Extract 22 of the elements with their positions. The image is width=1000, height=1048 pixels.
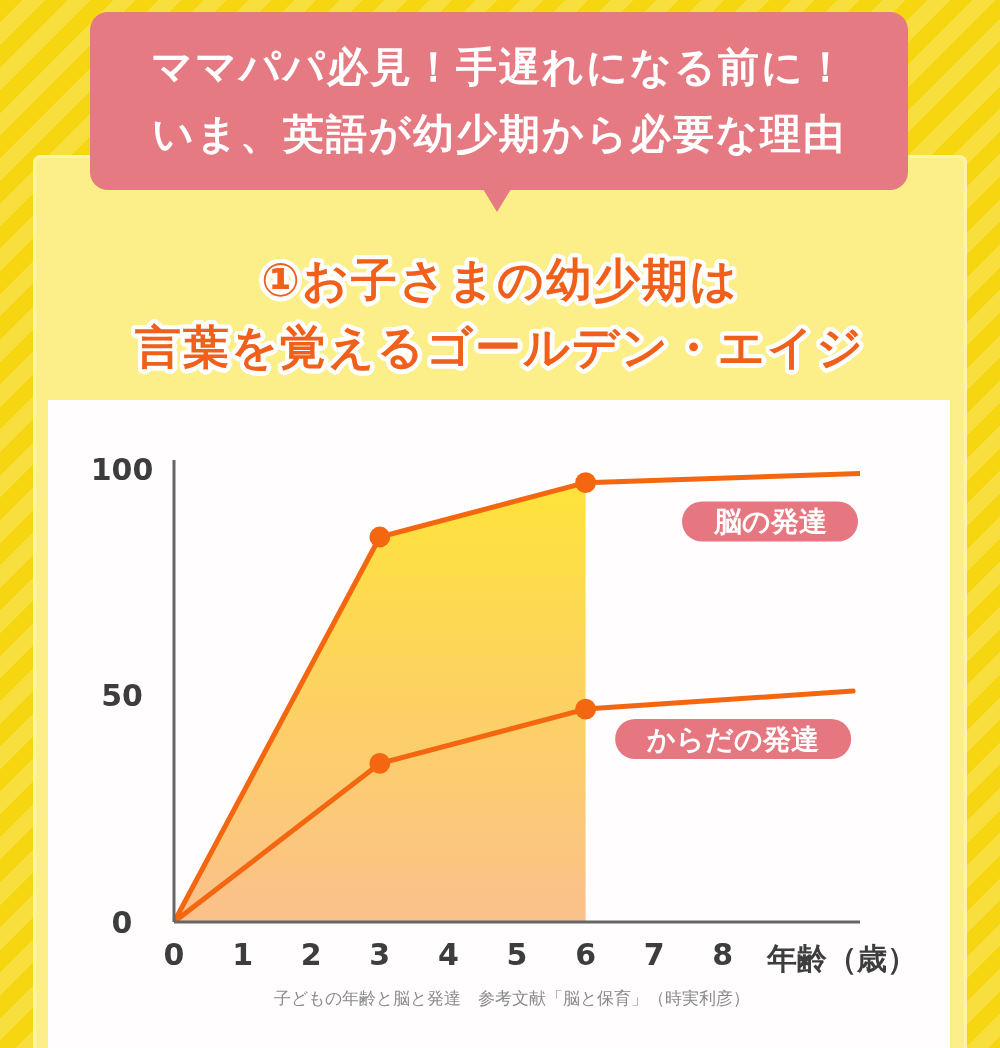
chart-title: ママパパ必見！手遅れになる前に！いま、英語が幼少期から必要な理由 bbox=[149, 42, 849, 160]
text: 子どもの年齢と脳と発達 参考文献「脳と保育」（時実利彦） bbox=[273, 987, 751, 1010]
point bbox=[575, 698, 596, 720]
x-tick-label: 3 bbox=[369, 937, 391, 973]
chart-subtitle: ①お子さまの幼少期は言葉を覚えるゴールデン・エイジ bbox=[135, 253, 865, 374]
y-tick-label: 50 bbox=[101, 678, 143, 714]
point bbox=[369, 753, 391, 774]
x-axis-title: 年齢（歳） bbox=[765, 940, 918, 978]
point bbox=[575, 472, 596, 494]
x-tick-label: 6 bbox=[575, 937, 597, 973]
x-tick-label: 0 bbox=[163, 937, 185, 973]
x-tick-label: 8 bbox=[712, 937, 734, 973]
x-tick-label: 1 bbox=[232, 937, 254, 973]
y-tick-label: 100 bbox=[90, 451, 154, 487]
point bbox=[369, 526, 391, 548]
series-label: 脳の発達 bbox=[712, 505, 827, 539]
x-tick-label: 7 bbox=[643, 937, 665, 973]
x-tick-label: 4 bbox=[437, 937, 459, 973]
y-tick-label: 0 bbox=[111, 904, 133, 940]
series-label: からだの発達 bbox=[646, 722, 820, 756]
x-tick-label: 5 bbox=[506, 937, 528, 973]
x-tick-label: 2 bbox=[300, 937, 322, 973]
